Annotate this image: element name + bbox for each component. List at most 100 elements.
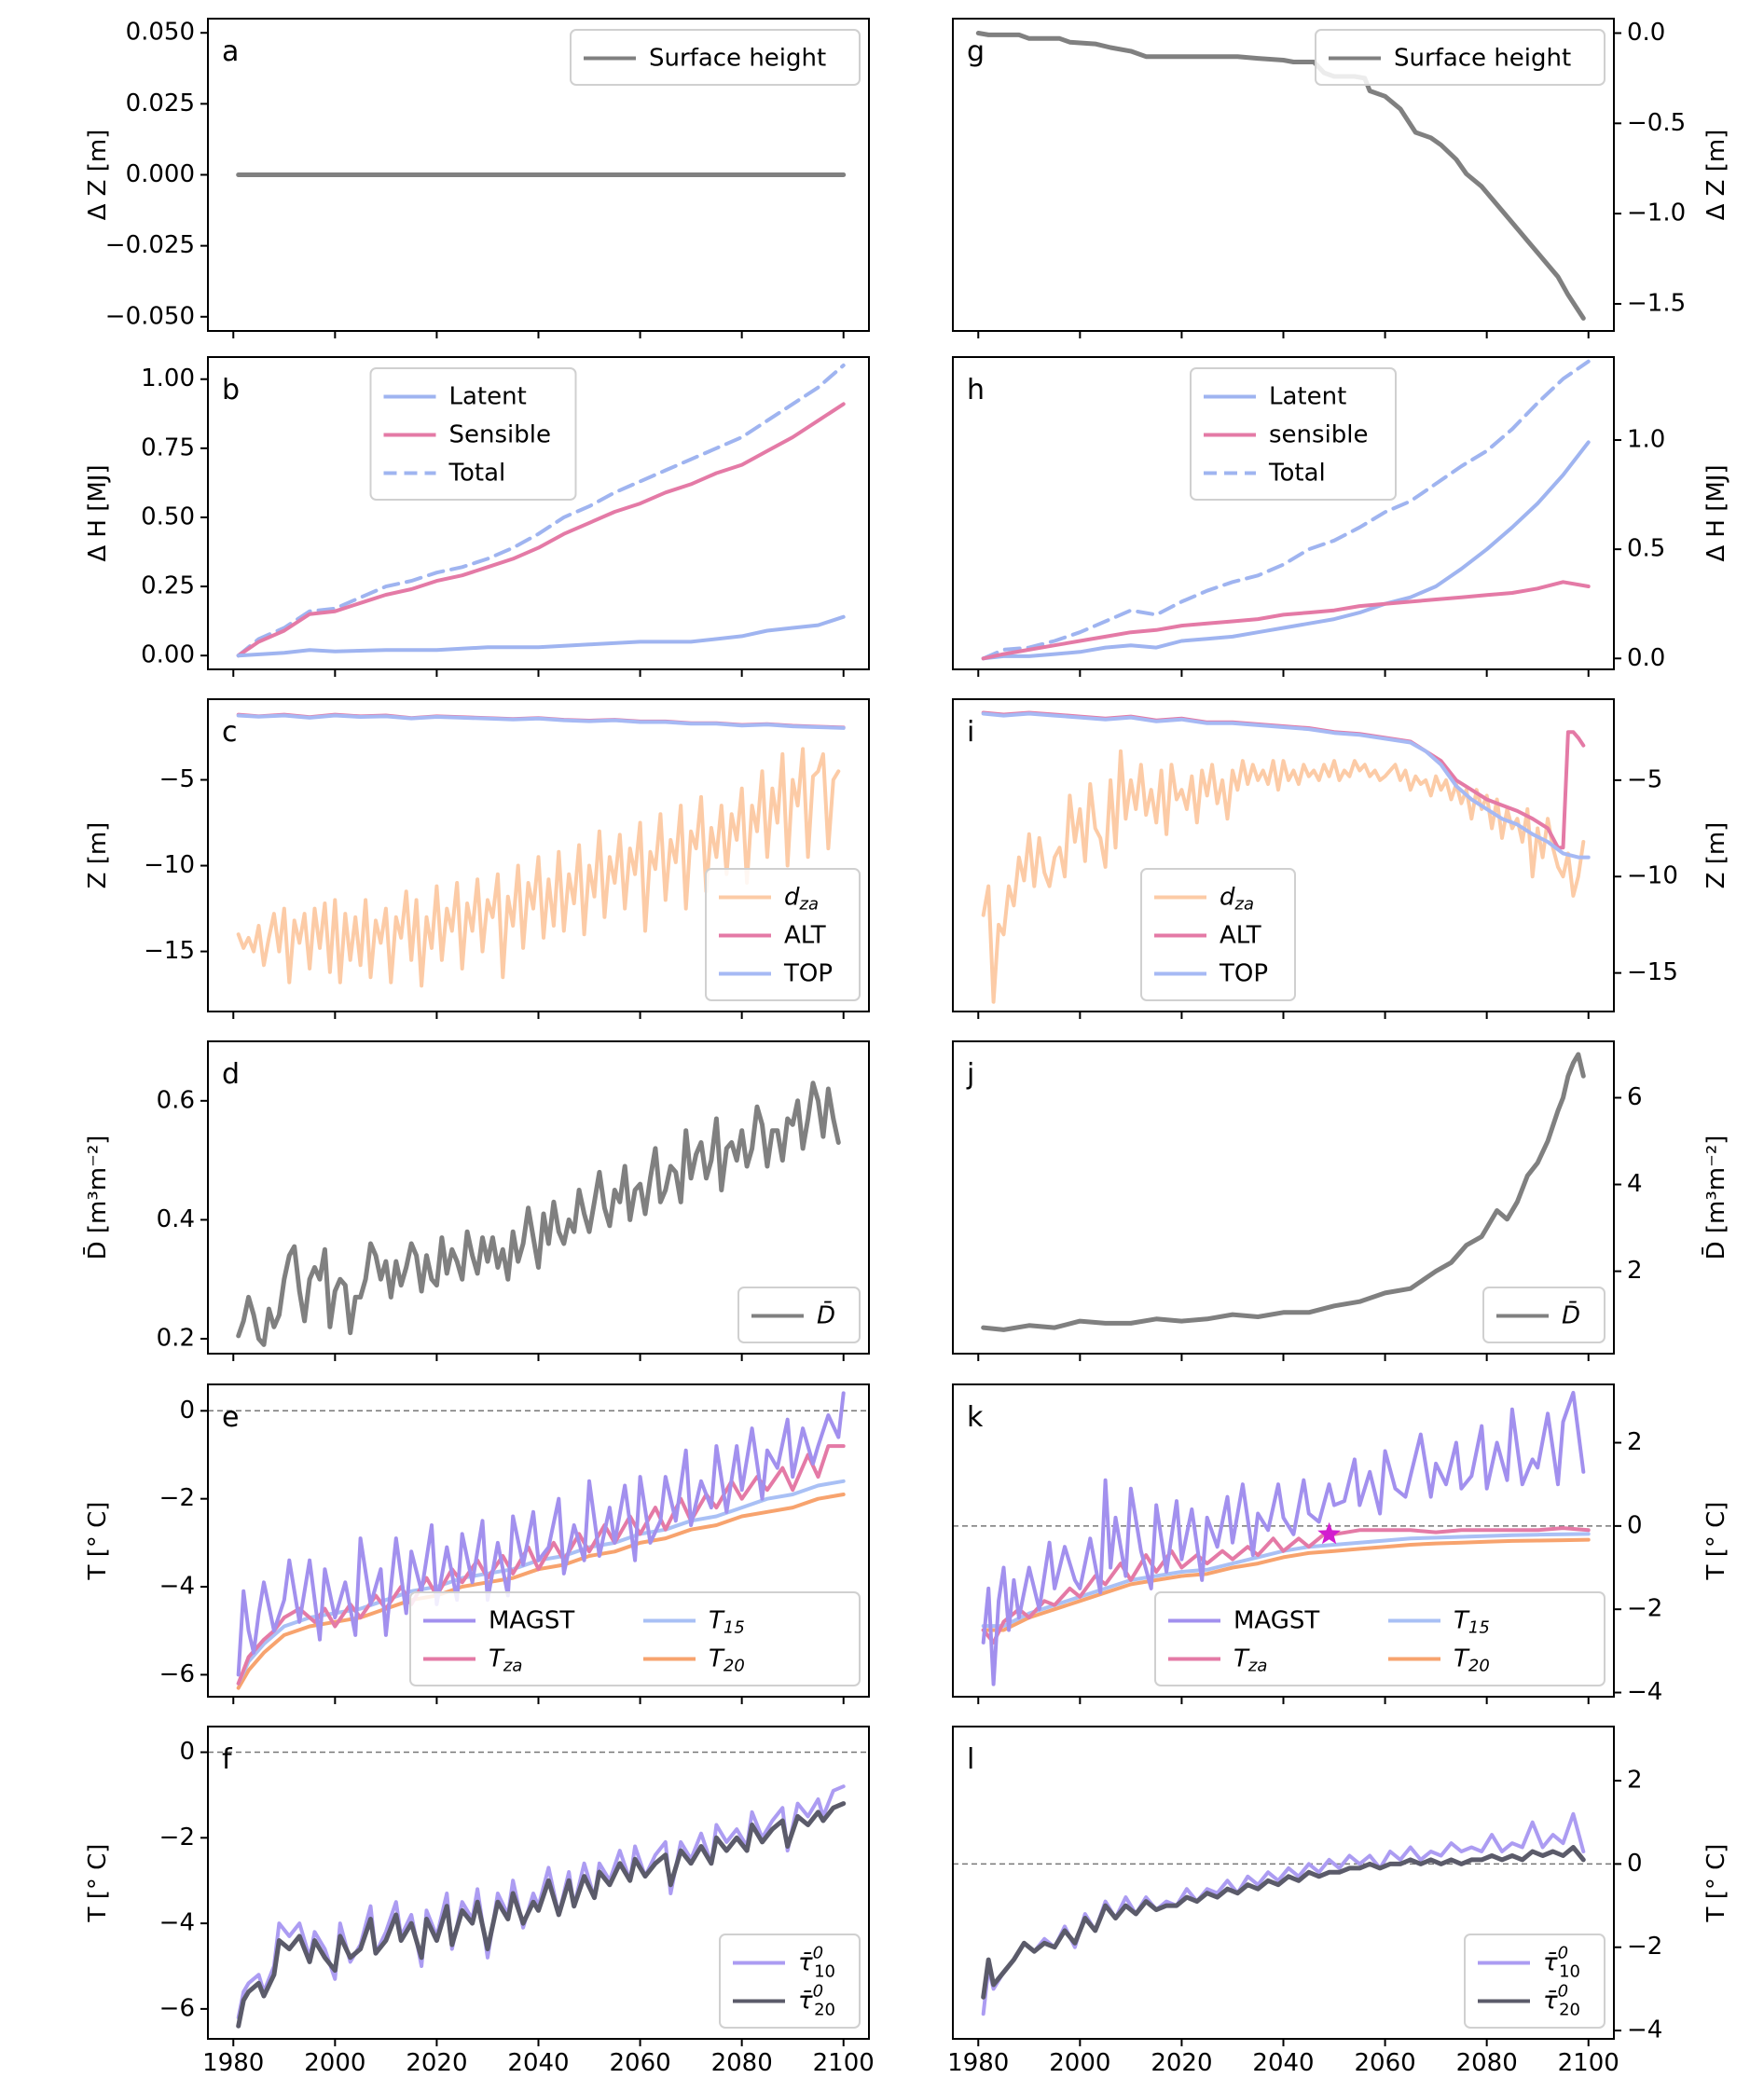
y-tick-label: −2 (1627, 1933, 1662, 1961)
y-tick-label: 1.0 (1627, 426, 1665, 454)
panel-a: 0.050 0.025 0.000 −0.025 −0.050 Δ Z [m] a Surfa… (84, 18, 870, 338)
y-axis-label: Δ Z [m] (1702, 130, 1730, 221)
legend-label: τ̄0 20 (798, 1982, 835, 2020)
series-MAGST (981, 1390, 1586, 1686)
panel-i: −5 −10 −15 Z [m] i dza ALT TOP (952, 698, 1730, 1019)
y-tick-label: 0.25 (141, 572, 195, 600)
y-axis-label: Δ H [MJ] (84, 464, 112, 561)
y-tick-label: 0 (179, 1397, 195, 1424)
panel-letter: h (967, 374, 985, 406)
legend-label: dza (784, 883, 819, 915)
y-tick-label: 0.75 (141, 434, 195, 461)
x-tick-label: 2080 (1456, 2049, 1518, 2077)
legend: MAGST Tza T15 T20 (1154, 1591, 1606, 1686)
legend-label: MAGST (1233, 1606, 1319, 1634)
legend: Latent Sensible Total (369, 367, 577, 501)
y-axis-label: D̄ [m³m⁻²] (82, 1135, 112, 1260)
y-tick-label: 0.025 (126, 89, 195, 117)
y-tick-label: −5 (159, 765, 195, 793)
legend-label: MAGST (489, 1606, 574, 1634)
y-tick-label: −4 (159, 1573, 195, 1601)
legend-label: Surface height (649, 44, 826, 72)
legend: dza ALT TOP (1140, 868, 1296, 1001)
y-tick-label: 0.2 (157, 1325, 195, 1353)
x-tick-label: 2060 (1354, 2049, 1415, 2077)
panel-letter: i (967, 716, 974, 749)
series-Latent (236, 614, 846, 658)
panel-j: 6 4 2 D̄ [m³m⁻²] j D̄ (952, 1040, 1730, 1361)
series-D̄ (981, 1052, 1586, 1332)
series-T20 (981, 1537, 1591, 1632)
y-tick-label: −10 (1627, 862, 1678, 890)
legend-box (1140, 868, 1296, 1001)
panel-letter: k (967, 1401, 984, 1434)
legend-box (1190, 367, 1397, 501)
y-tick-label: 0 (1627, 1511, 1643, 1539)
series-TOP (236, 713, 846, 730)
y-tick-label: 0.050 (126, 19, 195, 47)
legend-label: Tza (489, 1645, 522, 1676)
panel-h: 1.0 0.5 0.0 Δ H [MJ] h Latent sensible Total (952, 356, 1730, 677)
y-tick-label: −4 (1627, 1678, 1662, 1706)
legend-label: T15 (1454, 1606, 1490, 1638)
legend-label: T15 (709, 1606, 745, 1638)
y-axis-label: Δ Z [m] (84, 130, 112, 221)
legend-box (369, 367, 577, 501)
y-tick-label: −0.050 (105, 302, 195, 330)
series-TOP (981, 711, 1591, 860)
y-tick-label: −15 (144, 937, 195, 965)
y-axis-label: Z [m] (1702, 822, 1730, 889)
legend-box (1315, 29, 1606, 86)
x-tick-label: 2000 (304, 2049, 365, 2077)
legend-label: Total (1268, 459, 1326, 487)
y-tick-label: 0.0 (1627, 19, 1665, 47)
legend-label: D̄ (1562, 1300, 1580, 1329)
panel-letter: c (222, 716, 238, 749)
legend-label: ALT (1220, 921, 1261, 949)
x-tick-label: 2020 (406, 2049, 467, 2077)
series-dza (981, 749, 1586, 1004)
series-tau20 (236, 1801, 847, 2029)
legend-label: TOP (783, 959, 833, 987)
legend-label: Sensible (449, 420, 551, 448)
legend-label: Total (448, 459, 506, 487)
series-sensible (981, 580, 1591, 661)
panel-l: 1980 2000 2020 2040 2060 2080 2100 2 0 −2 −4 T [° C… (947, 1726, 1730, 2077)
legend-label: τ̄0 10 (1543, 1944, 1580, 1982)
x-tick-label: 2080 (711, 2049, 773, 2077)
y-tick-label: −10 (144, 851, 195, 879)
y-tick-label: −2 (159, 1824, 195, 1851)
panel-d: 0.6 0.4 0.2 D̄ [m³m⁻²] d D̄ (82, 1040, 870, 1361)
series-T20 (236, 1493, 846, 1690)
y-tick-label: 0.000 (126, 160, 195, 188)
y-tick-label: 2 (1627, 1767, 1643, 1795)
series-tau10 (981, 1811, 1586, 2016)
legend: τ̄0 10τ̄0 20 (1464, 1934, 1606, 2029)
y-tick-label: 0.50 (141, 502, 195, 530)
legend-box (719, 1934, 861, 2029)
legend-label: TOP (1219, 959, 1268, 987)
y-tick-label: −5 (1627, 765, 1662, 793)
y-tick-label: 2 (1627, 1257, 1643, 1285)
legend-box (570, 29, 861, 86)
y-tick-label: −6 (159, 1660, 195, 1688)
series-MAGST (236, 1391, 846, 1677)
y-axis-label: T [° C] (1702, 1844, 1730, 1923)
panel-letter: e (222, 1401, 239, 1434)
legend-box (409, 1591, 861, 1686)
y-tick-label: 6 (1627, 1083, 1643, 1111)
y-axis-label: T [° C] (84, 1844, 112, 1923)
panel-letter: l (967, 1743, 974, 1776)
y-tick-label: −4 (1627, 2016, 1662, 2044)
y-axis-label: D̄ [m³m⁻²] (1701, 1135, 1730, 1260)
y-tick-label: −1.0 (1627, 200, 1686, 227)
y-axis-label: Δ H [MJ] (1702, 464, 1730, 561)
legend-label: Surface height (1394, 44, 1571, 72)
panel-b: 1.00 0.75 0.50 0.25 0.00 Δ H [MJ] b Latent Sensi… (84, 356, 870, 677)
y-tick-label: −0.5 (1627, 109, 1686, 137)
series-dza (236, 747, 841, 988)
y-tick-label: 0.00 (141, 641, 195, 669)
panel-e: 0 −2 −4 −6 T [° C] e MAGST Tza T15 T20 (84, 1383, 870, 1704)
series-Total (981, 359, 1591, 661)
